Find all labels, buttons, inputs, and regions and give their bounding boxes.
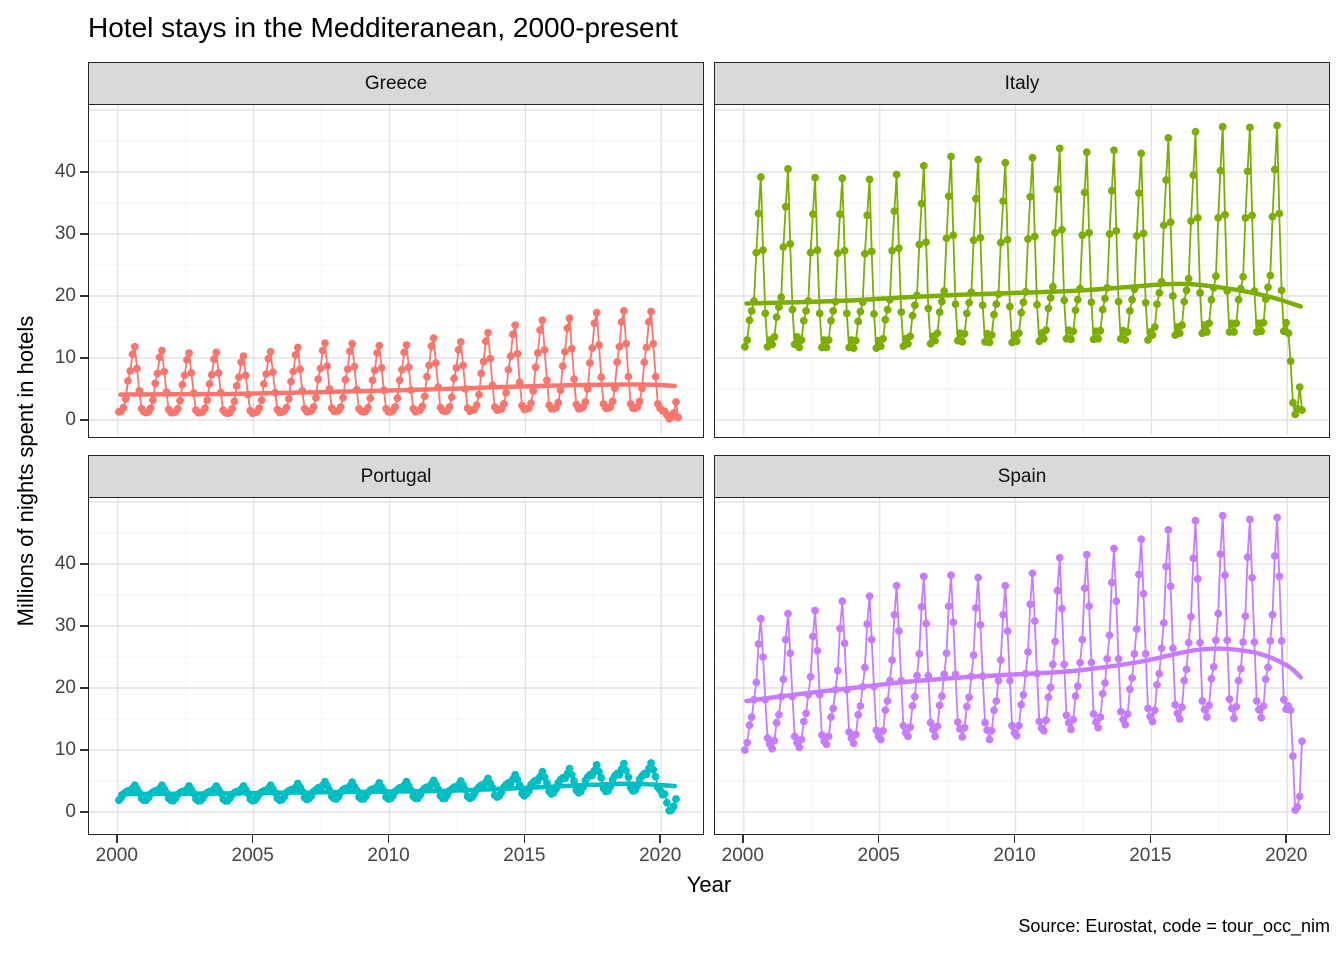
smooth-trend-line (118, 781, 678, 797)
data-series-greece (115, 307, 683, 423)
facet-strip-spain: Spain (714, 455, 1330, 498)
facet-strip-portugal: Portugal (88, 455, 704, 498)
source-caption: Source: Eurostat, code = tour_occ_nim (1018, 916, 1330, 936)
facet-strip-label: Spain (997, 465, 1047, 487)
x-tick-mark (659, 835, 661, 843)
x-tick-mark (1013, 835, 1016, 843)
panel-italy-canvas (715, 105, 1328, 435)
x-tick-mark (877, 835, 880, 843)
facet-spain: Spain (714, 455, 1330, 835)
x-tick-mark (742, 835, 744, 843)
panel-greece-canvas (89, 105, 702, 435)
gridlines (715, 498, 1328, 832)
x-tick-mark (387, 835, 390, 843)
y-tick-label: 40 (54, 553, 76, 574)
x-tick-label: 2020 (639, 845, 682, 866)
chart-title: Hotel stays in the Medditeranean, 2000-p… (88, 12, 678, 43)
x-tick-label: 2000 (721, 845, 764, 866)
panel-spain (714, 498, 1330, 835)
y-tick-mark (80, 357, 88, 359)
facet-italy: Italy (714, 62, 1330, 438)
panel-portugal (88, 498, 704, 835)
x-tick-label: 2020 (1265, 845, 1308, 866)
x-tick-mark (116, 835, 118, 843)
y-tick-label: 0 (65, 409, 76, 430)
facet-strip-label: Greece (364, 72, 428, 94)
panel-portugal-canvas (89, 498, 702, 832)
y-tick-mark (80, 811, 88, 813)
y-tick-mark (80, 563, 88, 565)
panel-greece (88, 105, 704, 438)
y-tick-mark (80, 687, 88, 689)
y-tick-mark (80, 625, 88, 627)
y-tick-label: 0 (65, 801, 76, 822)
panel-italy (714, 105, 1330, 438)
smooth-trend-line (744, 646, 1304, 704)
y-tick-mark (80, 295, 88, 297)
y-tick-label: 20 (54, 677, 76, 698)
y-tick-label: 10 (54, 347, 76, 368)
y-tick-mark (80, 171, 88, 173)
x-tick-mark (1149, 835, 1152, 843)
y-tick-label: 30 (54, 223, 76, 244)
x-tick-label: 2010 (367, 845, 410, 866)
x-tick-label: 2005 (231, 845, 274, 866)
x-tick-mark (1285, 835, 1287, 843)
x-axis-title: Year (686, 872, 732, 897)
x-tick-label: 2005 (857, 845, 900, 866)
y-tick-label: 40 (54, 161, 76, 182)
gridlines (89, 105, 702, 435)
data-series-italy (741, 121, 1306, 419)
data-series-spain (741, 511, 1306, 814)
facet-strip-label: Portugal (360, 465, 432, 487)
x-tick-mark (523, 835, 526, 843)
panel-spain-canvas (715, 498, 1328, 832)
y-tick-mark (80, 233, 88, 235)
facet-greece: Greece (88, 62, 704, 438)
facet-strip-label: Italy (1004, 72, 1040, 94)
x-tick-label: 2015 (503, 845, 546, 866)
y-tick-label: 30 (54, 615, 76, 636)
smooth-trend-line (118, 382, 678, 397)
y-tick-label: 20 (54, 285, 76, 306)
x-tick-label: 2010 (993, 845, 1036, 866)
y-tick-mark (80, 749, 88, 751)
gridlines (715, 105, 1328, 435)
smooth-trend-line (744, 281, 1304, 309)
x-tick-label: 2015 (1129, 845, 1172, 866)
y-tick-label: 10 (54, 739, 76, 760)
x-tick-label: 2000 (95, 845, 138, 866)
y-tick-mark (80, 419, 88, 421)
facet-strip-italy: Italy (714, 62, 1330, 105)
facet-portugal: Portugal (88, 455, 704, 835)
facet-strip-greece: Greece (88, 62, 704, 105)
x-tick-mark (251, 835, 254, 843)
gridlines (89, 498, 702, 832)
